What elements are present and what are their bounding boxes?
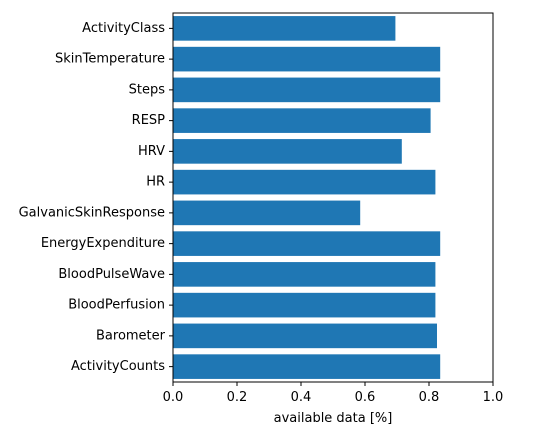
x-tick-label: 0.2: [227, 390, 248, 405]
bar-barometer: [173, 323, 437, 349]
bars-group: [173, 16, 441, 379]
y-tick-label-barometer: Barometer: [96, 328, 166, 343]
bar-blood-pulse-wave: [173, 262, 436, 287]
plot-frame: [172, 12, 494, 383]
x-tick-label: 0.4: [291, 390, 312, 405]
y-tick-label-blood-pulse-wave: BloodPulseWave: [58, 267, 165, 282]
y-tick-label-energy-expenditure: EnergyExpenditure: [41, 236, 165, 251]
x-axis-ticks: 0.0 0.2 0.4 0.6 0.8 1.0: [163, 382, 504, 405]
bar-activity-counts: [173, 354, 441, 379]
bar-galvanic-skin-response: [173, 200, 361, 226]
y-axis-ticks: ActivityClass SkinTemperature Steps RESP HRV…: [19, 21, 173, 374]
y-tick-label-hr: HR: [146, 175, 165, 190]
bar-skin-temperature: [173, 46, 441, 72]
y-tick-label-skin-temperature: SkinTemperature: [55, 52, 165, 67]
bar-energy-expenditure: [173, 231, 441, 256]
bar-hr: [173, 169, 436, 195]
y-tick-label-activity-counts: ActivityCounts: [71, 359, 165, 374]
bar-resp: [173, 108, 431, 133]
bar-activity-class: [173, 16, 396, 41]
y-tick-label-hrv: HRV: [138, 144, 165, 159]
x-tick-label: 1.0: [483, 390, 504, 405]
x-tick-label: 0.0: [163, 390, 184, 405]
y-tick-label-galvanic-skin-response: GalvanicSkinResponse: [19, 205, 165, 220]
bar-hrv: [173, 139, 402, 164]
y-tick-label-resp: RESP: [132, 113, 165, 128]
bar-steps: [173, 77, 441, 103]
x-tick-label: 0.6: [355, 390, 376, 405]
y-tick-label-steps: Steps: [129, 82, 166, 97]
bar-blood-perfusion: [173, 292, 436, 318]
y-tick-label-activity-class: ActivityClass: [82, 21, 165, 36]
x-axis-label: available data [%]: [274, 411, 393, 426]
x-tick-label: 0.8: [419, 390, 440, 405]
y-tick-label-blood-perfusion: BloodPerfusion: [68, 298, 165, 313]
